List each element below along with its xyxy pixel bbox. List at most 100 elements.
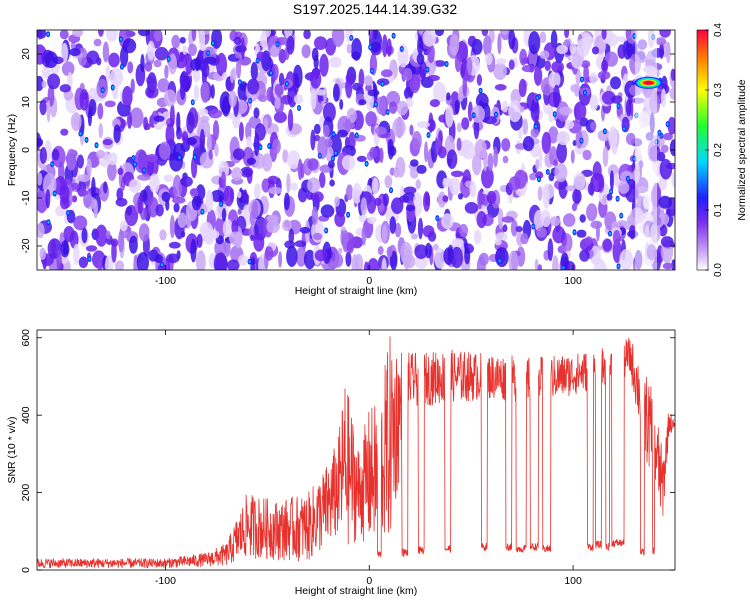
spectrogram-cell bbox=[253, 152, 266, 169]
spectrogram-cell bbox=[119, 37, 122, 41]
spectrogram-cell bbox=[44, 51, 58, 69]
spectrogram-cell bbox=[226, 259, 240, 270]
spectrogram-cell bbox=[332, 157, 334, 160]
spectrogram-cell bbox=[230, 69, 235, 84]
spectrogram-cell bbox=[240, 166, 254, 178]
spectrogram-cell bbox=[301, 44, 311, 59]
spectrogram-cell bbox=[541, 131, 551, 154]
spectrogram-cell bbox=[107, 152, 118, 165]
spectrogram-cell bbox=[295, 247, 307, 267]
spectrogram-cell bbox=[143, 168, 146, 172]
spectrogram-cell bbox=[575, 130, 583, 149]
spectrogram-cell bbox=[46, 99, 51, 123]
spectrogram-cell bbox=[198, 30, 206, 51]
spectrogram-cell bbox=[617, 44, 626, 59]
spectrogram-cell bbox=[446, 92, 451, 101]
spectrogram-cell bbox=[536, 96, 539, 100]
spectrogram-cell bbox=[626, 177, 629, 181]
spectrogram-cell bbox=[78, 256, 89, 269]
spectrogram-cell bbox=[497, 33, 502, 55]
spectrogram-cell bbox=[39, 247, 47, 260]
spectrogram-cell bbox=[445, 105, 454, 128]
spectrogram-cell bbox=[519, 48, 528, 66]
spectrogram-cell bbox=[551, 61, 564, 73]
snr-xtick-label: -100 bbox=[155, 575, 176, 587]
spectrogram-cell bbox=[539, 50, 550, 60]
spectrogram-cell bbox=[315, 89, 326, 96]
spectrogram-cell bbox=[153, 59, 162, 68]
spectrogram-cell bbox=[236, 56, 242, 79]
spectrogram-cell bbox=[518, 128, 523, 140]
spectrogram-cell bbox=[331, 30, 345, 47]
spectrogram-cell bbox=[157, 78, 170, 93]
spectrogram-cell bbox=[374, 126, 387, 135]
spectrogram-cell bbox=[286, 173, 291, 193]
spectrogram-cell bbox=[350, 36, 353, 40]
spectrogram-cell bbox=[286, 245, 298, 267]
spectrogram-cell bbox=[45, 189, 51, 209]
spectrogram-cell bbox=[207, 51, 210, 55]
spectrogram-cell bbox=[389, 216, 397, 234]
spectrogram-cell bbox=[248, 260, 251, 264]
spectrogram-cell bbox=[229, 231, 243, 246]
spectrogram-cell bbox=[589, 94, 599, 111]
spectrogram-cell bbox=[337, 129, 349, 138]
spectrogram-cell bbox=[660, 88, 667, 108]
spectrogram-cell bbox=[459, 223, 469, 238]
spectrogram-cell bbox=[250, 256, 256, 270]
spectrogram-cell bbox=[487, 153, 494, 172]
spectrogram-cell bbox=[456, 122, 462, 133]
spectrogram-cell bbox=[103, 181, 108, 194]
spectrogram-cell bbox=[537, 264, 543, 270]
spectrogram-cell bbox=[411, 76, 421, 91]
spectrogram-cell bbox=[417, 217, 424, 240]
snr-ytick-label: 400 bbox=[20, 406, 32, 424]
spectrogram-cell bbox=[514, 169, 527, 189]
spectrogram-cell bbox=[590, 172, 604, 193]
spectrogram-cell bbox=[501, 138, 511, 152]
spectrogram-cell bbox=[479, 89, 482, 93]
spectrogram-cell bbox=[365, 162, 368, 166]
spectrogram-cell bbox=[289, 182, 298, 191]
spectrogram-cell bbox=[72, 30, 84, 38]
spectrogram-peak bbox=[643, 80, 654, 85]
spectrogram-cell bbox=[602, 146, 609, 167]
spectrogram-cell bbox=[299, 226, 311, 234]
spectrogram-cell bbox=[97, 103, 104, 120]
spectrogram-cell bbox=[553, 84, 560, 109]
spectrogram-cell bbox=[172, 196, 186, 204]
spectrogram-cell bbox=[547, 238, 554, 262]
spectrogram-cell bbox=[486, 190, 497, 205]
spectrogram-cell bbox=[481, 30, 489, 37]
spectrogram-cell bbox=[253, 233, 265, 252]
spectrogram-cell bbox=[461, 117, 470, 130]
spectrogram-cell bbox=[426, 68, 429, 72]
spectrogram-cell bbox=[214, 143, 219, 157]
spectrogram-cell bbox=[533, 209, 544, 232]
spectrogram-cell bbox=[246, 157, 256, 165]
spectrogram-cell bbox=[589, 72, 598, 84]
spectrogram-cell bbox=[95, 143, 98, 147]
spectrogram-cell bbox=[199, 115, 210, 123]
spectrogram-cell bbox=[127, 61, 134, 74]
spectrogram-cell bbox=[171, 34, 181, 49]
spectrogram-cell bbox=[535, 158, 540, 171]
spectrogram-cell bbox=[345, 118, 351, 133]
spectrogram-cell bbox=[186, 111, 195, 134]
spectrogram-cell bbox=[603, 129, 606, 133]
spectrogram-cell bbox=[454, 53, 462, 73]
spectrogram-cell bbox=[37, 137, 44, 147]
spectrogram-cell bbox=[581, 169, 593, 177]
spectrogram-cell bbox=[379, 147, 384, 163]
spectrogram-cell bbox=[667, 116, 675, 135]
spectrogram-cell bbox=[419, 60, 427, 79]
spectrogram-cell bbox=[576, 229, 587, 238]
spectrogram-cell bbox=[437, 191, 447, 208]
spectrogram-cell bbox=[433, 60, 446, 67]
spectrogram-cell bbox=[339, 99, 344, 110]
spectrogram-cell bbox=[180, 176, 193, 187]
spectrogram-cell bbox=[449, 34, 460, 56]
spectrogram-cell bbox=[498, 208, 504, 230]
spectrogram-cell bbox=[270, 71, 273, 75]
